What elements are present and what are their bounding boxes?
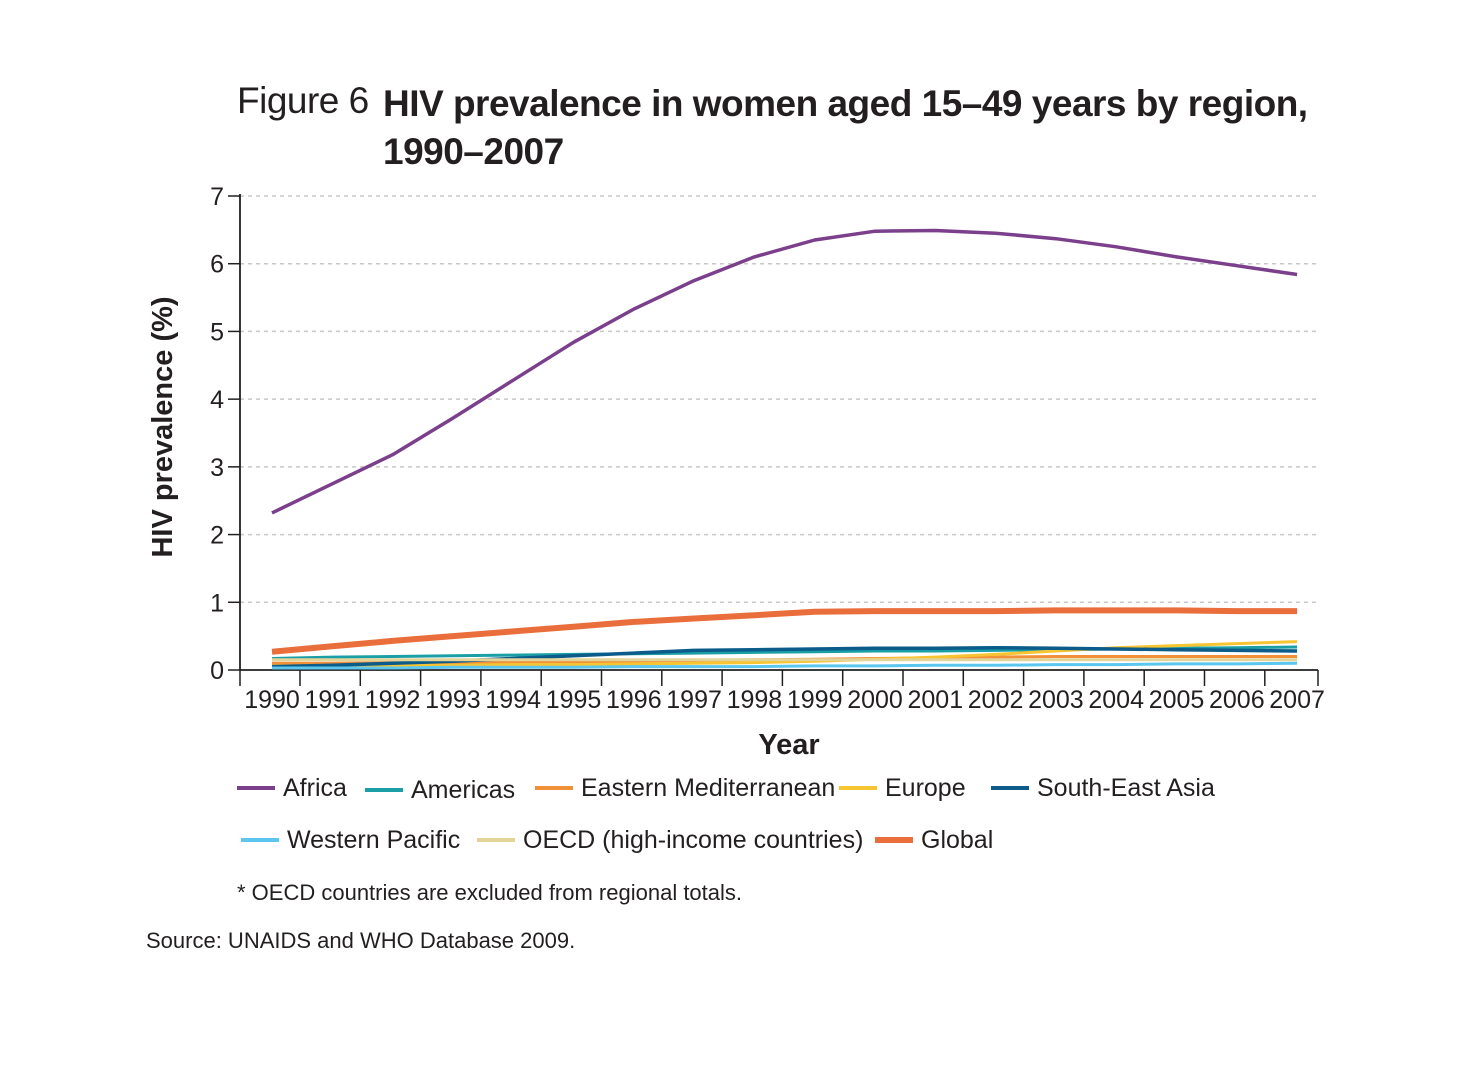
- legend-label: Europe: [885, 773, 966, 802]
- source-note: Source: UNAIDS and WHO Database 2009.: [146, 928, 576, 953]
- x-tick-label: 1992: [365, 686, 421, 714]
- legend-item-oecd-high-income-countries: OECD (high-income countries): [477, 822, 863, 858]
- legend-swatch: [241, 838, 279, 842]
- x-tick-label: 1998: [727, 686, 783, 714]
- footnote: * OECD countries are excluded from regio…: [237, 880, 743, 905]
- series-lines: [271, 228, 1298, 670]
- y-tick-label: 6: [210, 251, 224, 279]
- x-tick-label: 1995: [546, 686, 602, 714]
- x-tick-label: 1990: [244, 686, 300, 714]
- series-line-south-east-asia: [271, 645, 1298, 669]
- x-tick-label: 1991: [304, 686, 360, 714]
- x-tick-label: 1993: [425, 686, 481, 714]
- legend-item-south-east-asia: South-East Asia: [991, 770, 1215, 806]
- legend-item-europe: Europe: [839, 770, 966, 806]
- legend-label: Americas: [411, 775, 516, 804]
- figure-label: Figure 6: [237, 80, 369, 121]
- x-tick-label: 2003: [1028, 686, 1084, 714]
- x-tick-label: 2001: [907, 686, 963, 714]
- x-tick-label: 1994: [485, 686, 541, 714]
- x-tick-label: 2006: [1209, 686, 1265, 714]
- legend-swatch: [365, 788, 403, 792]
- series-line-africa: [271, 228, 1298, 515]
- x-axis-title: Year: [758, 729, 819, 761]
- legend: Africa Americas Eastern Mediterranean Europ…: [237, 770, 1387, 880]
- legend-label: Western Pacific: [287, 825, 461, 854]
- x-tick-label: 2007: [1269, 686, 1325, 714]
- x-tick-label: 2004: [1088, 686, 1144, 714]
- figure-title: HIV prevalence in women aged 15–49 years…: [383, 83, 1308, 172]
- x-tick-label: 2000: [847, 686, 903, 714]
- legend-label: Africa: [283, 773, 347, 802]
- x-tick-label: 2002: [968, 686, 1024, 714]
- gridlines: [240, 195, 1318, 604]
- legend-item-global: Global: [875, 822, 993, 858]
- legend-swatch: [875, 837, 913, 843]
- legend-swatch: [535, 786, 573, 790]
- legend-swatch: [237, 786, 275, 790]
- legend-item-eastern-mediterranean: Eastern Mediterranean: [535, 770, 835, 806]
- series-line-europe: [272, 640, 1298, 668]
- y-tick-label: 4: [210, 386, 224, 414]
- legend-swatch: [839, 786, 877, 790]
- x-tick-label: 1996: [606, 686, 662, 714]
- legend-item-americas: Americas: [365, 772, 515, 808]
- legend-item-africa: Africa: [237, 770, 347, 806]
- x-tick-label: 2005: [1149, 686, 1205, 714]
- x-tick-label: 1997: [666, 686, 722, 714]
- y-tick-label: 5: [210, 318, 224, 346]
- series-line-western-pacific: [272, 661, 1298, 670]
- legend-label: South-East Asia: [1037, 773, 1215, 802]
- legend-label: Eastern Mediterranean: [581, 773, 836, 802]
- y-axis-title: HIV prevalence (%): [147, 296, 179, 557]
- legend-label: Global: [921, 825, 994, 854]
- legend-item-western-pacific: Western Pacific: [241, 822, 460, 858]
- y-tick-label: 0: [210, 657, 224, 685]
- y-tick-label: 3: [210, 454, 224, 482]
- y-tick-label: 2: [210, 522, 224, 550]
- legend-swatch: [477, 838, 515, 842]
- legend-swatch: [991, 786, 1029, 790]
- legend-label: OECD (high-income countries): [523, 825, 864, 854]
- series-line-global: [271, 607, 1298, 655]
- y-tick-label: 7: [210, 183, 224, 211]
- x-tick-label: 1999: [787, 686, 843, 714]
- y-tick-label: 1: [210, 589, 224, 617]
- axes: 0 1 2 3 4 5 6 7 1990 1991 1992 1993 1994 1995 1996 1997…: [210, 183, 1325, 714]
